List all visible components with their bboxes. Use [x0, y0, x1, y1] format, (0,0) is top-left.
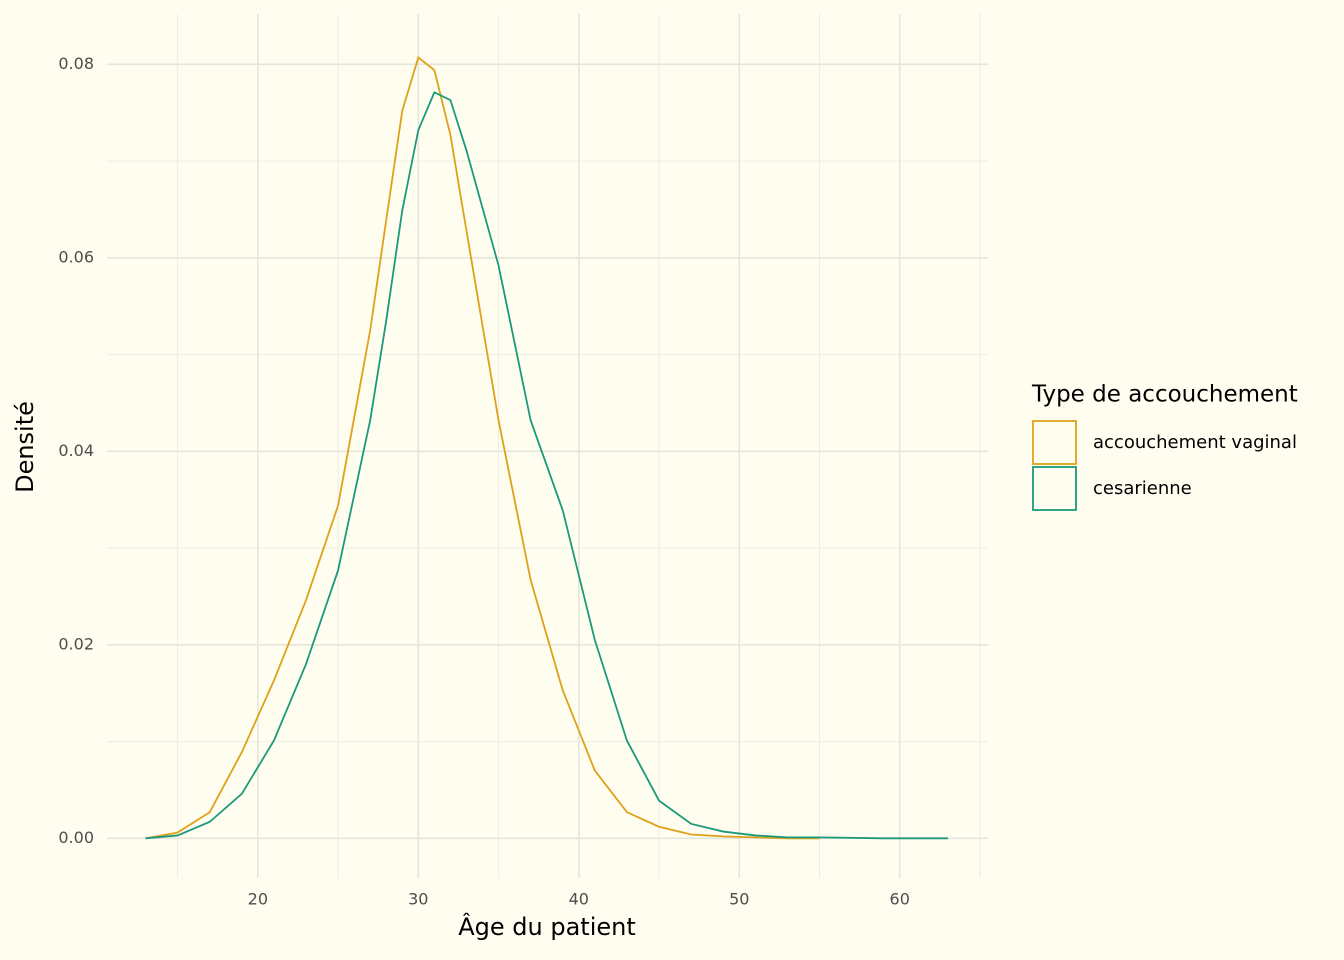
legend-key [1032, 420, 1077, 465]
y-tick-label: 0.04 [58, 441, 94, 460]
x-axis-title: Âge du patient [458, 912, 636, 941]
x-tick-label: 30 [408, 890, 428, 909]
x-tick-label: 60 [890, 890, 910, 909]
legend-title: Type de accouchement [1031, 382, 1298, 408]
y-tick-label: 0.02 [58, 634, 94, 653]
y-tick-label: 0.06 [58, 247, 94, 266]
x-tick-label: 50 [729, 890, 749, 909]
legend-label: accouchement vaginal [1093, 432, 1297, 453]
y-tick-label: 0.08 [58, 54, 94, 73]
density-line [145, 91, 948, 840]
x-tick-label: 20 [248, 890, 268, 909]
y-tick-label: 0.00 [58, 828, 94, 847]
y-axis-title: Densité [11, 401, 39, 493]
legend-label: cesarienne [1093, 478, 1192, 499]
legend-key [1032, 466, 1077, 511]
x-tick-label: 40 [569, 890, 589, 909]
density-line [145, 56, 820, 840]
